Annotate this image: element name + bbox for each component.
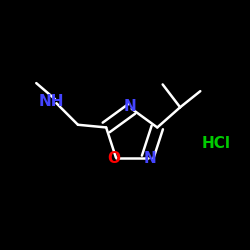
Text: HCl: HCl	[202, 136, 230, 151]
Text: N: N	[124, 99, 137, 114]
Text: NH: NH	[39, 94, 64, 110]
Text: O: O	[107, 151, 120, 166]
Text: N: N	[143, 151, 156, 166]
